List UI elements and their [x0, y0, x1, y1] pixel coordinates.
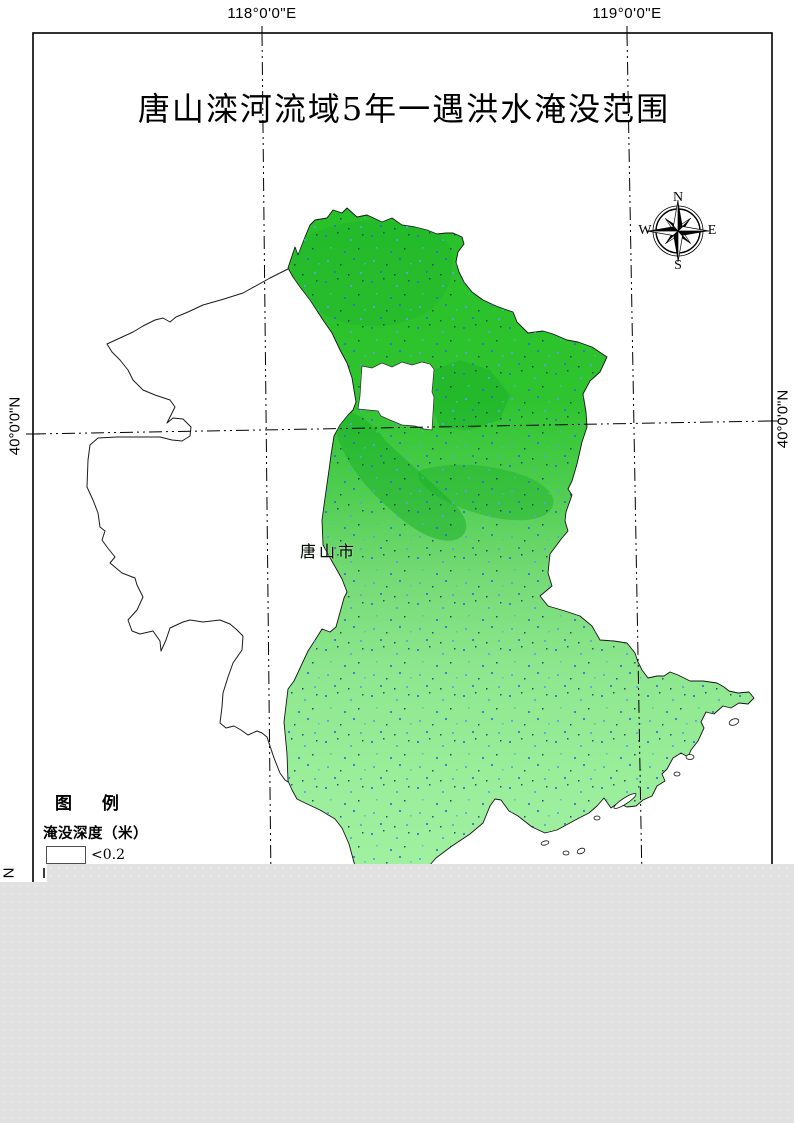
compass-north-label: N	[672, 190, 684, 205]
graticule-ticks	[26, 26, 779, 435]
page-mask-lower	[0, 882, 794, 1123]
admin-boundary-west	[86, 268, 289, 783]
legend-title: 图 例	[55, 794, 131, 814]
unflooded-bay	[357, 361, 435, 431]
graticule-label-119e: 119°0'0"E	[592, 5, 662, 22]
graticule-119e	[626, 32, 643, 883]
compass-rose-icon	[646, 199, 710, 263]
graticule-label-partial-n: N	[0, 867, 18, 879]
graticule-lines	[32, 32, 773, 883]
compass-west-label: W	[638, 223, 652, 238]
legend-field-title: 淹没深度（米）	[43, 826, 148, 842]
map-title: 唐山滦河流域5年一遇洪水淹没范围	[137, 90, 671, 128]
legend-swatch-lt02	[46, 846, 86, 864]
graticule-label-118e: 118°0'0"E	[227, 5, 297, 22]
legend-item-label: <0.2	[91, 847, 125, 863]
compass-east-label: E	[707, 223, 717, 238]
graticule-118e	[261, 32, 272, 883]
city-label-tangshan: 唐山市	[300, 542, 358, 561]
coastal-islets	[540, 718, 740, 856]
graticule-label-40n-right: 40°0'0"N	[774, 389, 792, 449]
legend-swatch2-fragment	[43, 868, 45, 878]
compass-south-label: S	[674, 258, 682, 273]
graticule-40n	[32, 420, 773, 435]
graticule-label-40n-left: 40°0'0"N	[6, 396, 24, 456]
